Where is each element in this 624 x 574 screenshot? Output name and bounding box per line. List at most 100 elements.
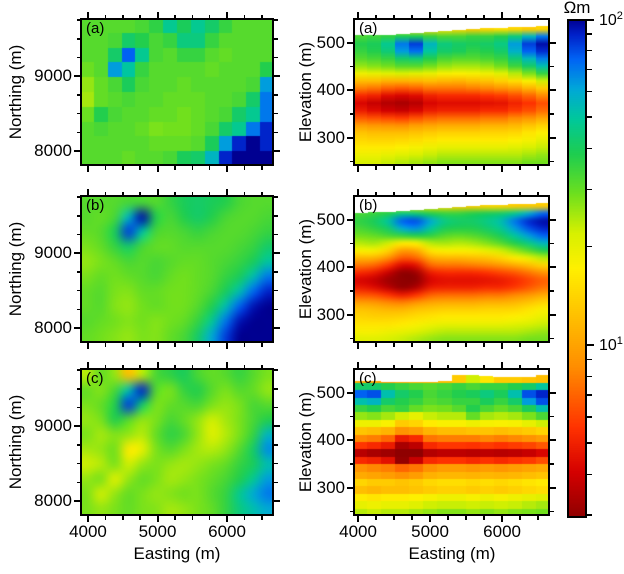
x-minor-tick-6250 [519, 516, 521, 520]
x-minor-tick-4750 [139, 516, 141, 520]
x-minor-tick-4250 [375, 14, 377, 18]
y-minor-tick-350 [349, 290, 353, 292]
x-minor-tick-4750 [139, 364, 141, 368]
x-major-tick-4000 [86, 189, 89, 195]
y-tick-label-500: 500 [316, 32, 345, 52]
y-major-tick-8000 [274, 150, 280, 153]
colorbar-tick-label-10: 101 [599, 334, 623, 354]
y-tick-label-500: 500 [316, 382, 345, 402]
y-major-tick-400 [347, 266, 353, 269]
panel-plan-b: (b) 8000 9000 [34, 189, 280, 349]
x-major-tick-4000 [86, 516, 89, 522]
y-minor-tick-8750 [274, 444, 278, 446]
x-tick-label-5000: 5000 [138, 522, 177, 541]
panel-section-c: (c) 4000 5000 6000 300 400 500 [317, 362, 556, 541]
x-minor-tick-5500 [191, 343, 194, 347]
y-minor-tick-9250 [76, 406, 80, 409]
heatmap-canvas-plan-b [80, 195, 274, 343]
panel-label: (b) [86, 197, 105, 214]
y-minor-tick-8750 [76, 94, 80, 96]
y-minor-tick-9750 [274, 369, 278, 371]
x-minor-tick-4750 [411, 166, 413, 170]
y-minor-tick-8250 [76, 308, 80, 311]
y-major-tick-500 [550, 218, 556, 221]
colorbar-minor-tick-30 [587, 188, 592, 191]
x-minor-tick-6500 [261, 191, 263, 195]
x-minor-tick-5250 [447, 364, 449, 368]
x-minor-tick-4500 [122, 343, 124, 347]
x-minor-tick-5250 [447, 166, 449, 170]
y-minor-tick-8500 [76, 289, 80, 292]
x-major-tick-5000 [156, 343, 159, 349]
x-major-tick-5000 [156, 189, 159, 195]
x-minor-tick-5750 [483, 14, 485, 18]
x-major-tick-5000 [156, 166, 159, 172]
colorbar-tick-label-100: 102 [599, 9, 623, 30]
x-minor-tick-4500 [122, 166, 124, 170]
x-minor-tick-4250 [104, 364, 107, 368]
x-minor-tick-5750 [483, 343, 485, 347]
y-major-tick-500 [347, 218, 353, 221]
x-minor-tick-4500 [393, 516, 395, 520]
x-minor-tick-4500 [393, 166, 395, 170]
y-minor-tick-350 [550, 290, 554, 292]
x-major-tick-4000 [357, 343, 360, 349]
x-minor-tick-6500 [261, 343, 263, 347]
x-major-tick-6000 [226, 516, 229, 522]
x-minor-tick-4250 [104, 14, 107, 18]
x-minor-tick-5250 [174, 166, 176, 170]
y-major-tick-9000 [274, 75, 280, 78]
y-minor-tick-9500 [274, 388, 278, 390]
x-minor-tick-6250 [243, 14, 246, 18]
y-minor-tick-9250 [274, 233, 278, 236]
x-minor-tick-5750 [208, 364, 211, 368]
x-minor-tick-4250 [104, 166, 107, 170]
y-major-tick-300 [550, 486, 556, 489]
y-tick-label-9000: 9000 [34, 416, 72, 436]
y-minor-tick-9750 [76, 369, 80, 371]
x-major-tick-5000 [429, 12, 432, 18]
x-minor-tick-4750 [411, 343, 413, 347]
colorbar-minor-tick-40 [587, 147, 592, 150]
y-minor-tick-450 [349, 242, 353, 245]
x-minor-tick-4750 [411, 516, 413, 520]
x-minor-tick-4750 [411, 14, 413, 18]
y-major-tick-8000 [74, 500, 80, 503]
colorbar-minor-tick-60 [587, 90, 592, 92]
colorbar-gradient [567, 19, 587, 518]
y-minor-tick-8750 [274, 271, 278, 273]
x-minor-tick-5500 [191, 166, 194, 170]
x-minor-tick-5250 [447, 14, 449, 18]
panel-plan-a: (a) 8000 9000 [34, 12, 280, 172]
y-minor-tick-9250 [274, 406, 278, 409]
y-major-tick-8000 [74, 150, 80, 153]
colorbar-minor-tick-90 [587, 33, 592, 35]
y-major-tick-9000 [74, 75, 80, 78]
y-minor-tick-8750 [274, 94, 278, 96]
y-minor-tick-9500 [274, 215, 278, 217]
colorbar-minor-tick-20 [587, 245, 592, 248]
x-major-tick-4000 [357, 166, 360, 172]
y-tick-label-300: 300 [316, 477, 345, 497]
panel-section-a: (a) 300 400 500 [317, 12, 556, 172]
y-major-tick-500 [347, 391, 353, 394]
y-minor-tick-450 [550, 415, 554, 418]
y-minor-tick-8500 [274, 289, 278, 292]
y-major-tick-9000 [274, 425, 280, 428]
y-major-tick-300 [550, 313, 556, 316]
x-minor-tick-4750 [139, 14, 141, 18]
y-major-tick-8000 [74, 327, 80, 330]
x-minor-tick-5250 [447, 343, 449, 347]
x-major-tick-5000 [156, 12, 159, 18]
x-minor-tick-6500 [261, 364, 263, 368]
colorbar-minor-tick-7 [587, 394, 592, 396]
y-tick-label-400: 400 [316, 430, 345, 450]
y-minor-tick-8250 [274, 131, 278, 134]
x-tick-label-6000: 6000 [208, 522, 246, 541]
x-minor-tick-4750 [139, 191, 141, 195]
y-minor-tick-250 [349, 337, 353, 339]
x-minor-tick-4250 [375, 191, 377, 195]
x-major-tick-6000 [501, 12, 504, 18]
colorbar-minor-tick-80 [587, 49, 592, 52]
x-minor-tick-6250 [519, 364, 521, 368]
